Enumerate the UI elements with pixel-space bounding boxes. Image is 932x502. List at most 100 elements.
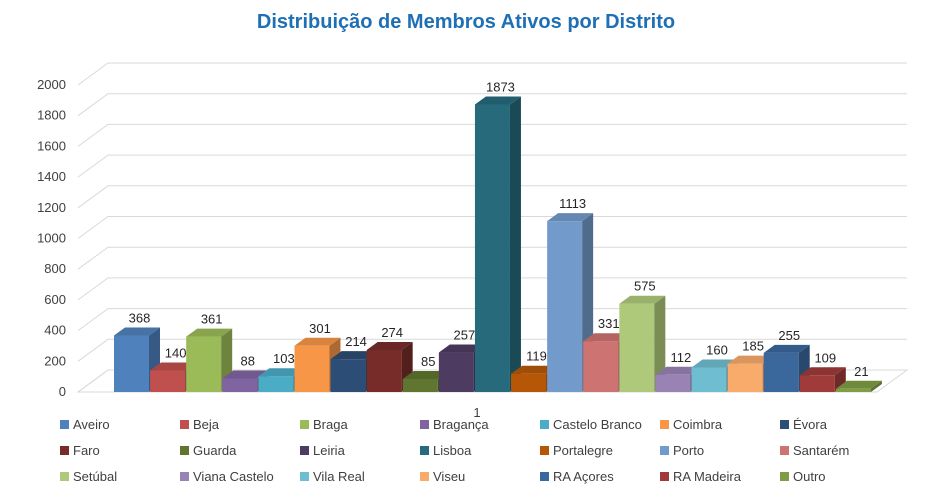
legend-entry: Portalegre <box>540 443 613 458</box>
legend-swatch <box>420 472 429 481</box>
data-label: 301 <box>309 321 331 336</box>
bar <box>619 295 666 392</box>
bar-top <box>474 96 521 105</box>
legend-swatch <box>540 446 549 455</box>
legend-label: Guarda <box>193 443 237 458</box>
data-label: 575 <box>634 279 656 294</box>
data-label: 1113 <box>559 196 586 211</box>
legend-label: Portalegre <box>553 443 613 458</box>
data-label: 88 <box>241 353 255 368</box>
bar-top <box>511 365 558 374</box>
legend-label: Viseu <box>433 469 465 484</box>
data-label: 109 <box>814 350 836 365</box>
bar-side <box>870 380 882 392</box>
bar-top <box>799 367 846 376</box>
data-label: 331 <box>598 316 620 331</box>
gridline <box>77 123 907 147</box>
bar <box>835 380 882 392</box>
y-tick-label: 1000 <box>37 231 66 246</box>
legend-entry: Porto <box>660 443 704 458</box>
bar-front <box>655 374 691 392</box>
legend-label: Évora <box>793 417 828 432</box>
legend-swatch <box>300 446 309 455</box>
legend-swatch <box>660 446 669 455</box>
legend-swatch <box>300 472 309 481</box>
bar-front <box>294 345 330 392</box>
bar-top <box>258 368 305 377</box>
legend-swatch <box>180 420 189 429</box>
bar-top <box>835 380 882 389</box>
bar-top <box>330 351 377 360</box>
bar-top <box>186 328 233 337</box>
legend-entry: Santarém <box>780 443 849 458</box>
legend-label: Lisboa <box>433 443 472 458</box>
legend-entry: Bragança <box>420 417 489 432</box>
y-tick-label: 1800 <box>37 108 66 123</box>
y-tick-label: 600 <box>44 292 66 307</box>
bar <box>474 96 521 392</box>
legend-entry: Viseu <box>420 469 465 484</box>
legend-entry: Aveiro <box>60 417 110 432</box>
bar-top <box>547 213 594 222</box>
bar-top <box>583 333 630 342</box>
legend-label: Setúbal <box>73 469 117 484</box>
y-tick-label: 0 <box>59 384 66 399</box>
y-tick-label: 200 <box>44 353 66 368</box>
y-tick-label: 1400 <box>37 169 66 184</box>
legend-entry: Faro <box>60 443 100 458</box>
bar-top <box>366 341 413 350</box>
data-label: 1873 <box>486 79 515 94</box>
legend-label: Viana Castelo <box>193 469 274 484</box>
bar-front <box>547 221 583 392</box>
bar <box>438 344 485 392</box>
legend-swatch <box>420 446 429 455</box>
data-label: 112 <box>671 350 692 365</box>
bar-front <box>799 375 835 392</box>
legend-swatch <box>540 472 549 481</box>
data-label: 160 <box>706 342 728 357</box>
y-tick-label: 1200 <box>37 200 66 215</box>
data-label: 214 <box>345 334 367 349</box>
bar-front <box>186 336 222 392</box>
data-label: 368 <box>129 311 151 326</box>
bar-top <box>438 344 485 353</box>
y-tick-label: 800 <box>44 261 66 276</box>
legend-swatch <box>780 420 789 429</box>
bar-front <box>258 376 294 392</box>
bar-front <box>727 363 763 392</box>
data-label: 274 <box>381 325 403 340</box>
gridline <box>77 62 907 86</box>
bar-top <box>655 366 702 375</box>
data-label: 140 <box>165 346 187 361</box>
bar-front <box>366 349 402 392</box>
legend-label: RA Açores <box>553 469 614 484</box>
legend-swatch <box>420 420 429 429</box>
legend-entry: Coimbra <box>660 417 723 432</box>
legend-entry: Lisboa <box>420 443 472 458</box>
legend-swatch <box>60 446 69 455</box>
bar-top <box>402 370 449 379</box>
bar-top <box>222 370 269 379</box>
data-label: 21 <box>854 364 868 379</box>
legend-entry: Castelo Branco <box>540 417 642 432</box>
bar-top <box>763 344 810 353</box>
bar-side <box>509 96 521 392</box>
data-label: 119 <box>526 349 547 364</box>
data-label: 85 <box>421 354 435 369</box>
bar-front <box>438 352 474 392</box>
data-label: 185 <box>742 339 764 354</box>
bar-front <box>150 370 186 392</box>
legend-entry: Leiria <box>300 443 346 458</box>
bar-front <box>511 373 547 392</box>
chart-title: Distribuição de Membros Ativos por Distr… <box>256 11 676 33</box>
bar-front <box>474 104 510 392</box>
legend-label: Bragança <box>433 417 489 432</box>
bar-front <box>691 367 727 392</box>
gridline <box>77 246 907 270</box>
legend-entry: Vila Real <box>300 469 365 484</box>
legend-label: Beja <box>193 417 220 432</box>
legend-entry: Beja <box>180 417 220 432</box>
bar-side <box>654 295 666 392</box>
bar-top <box>114 327 160 336</box>
